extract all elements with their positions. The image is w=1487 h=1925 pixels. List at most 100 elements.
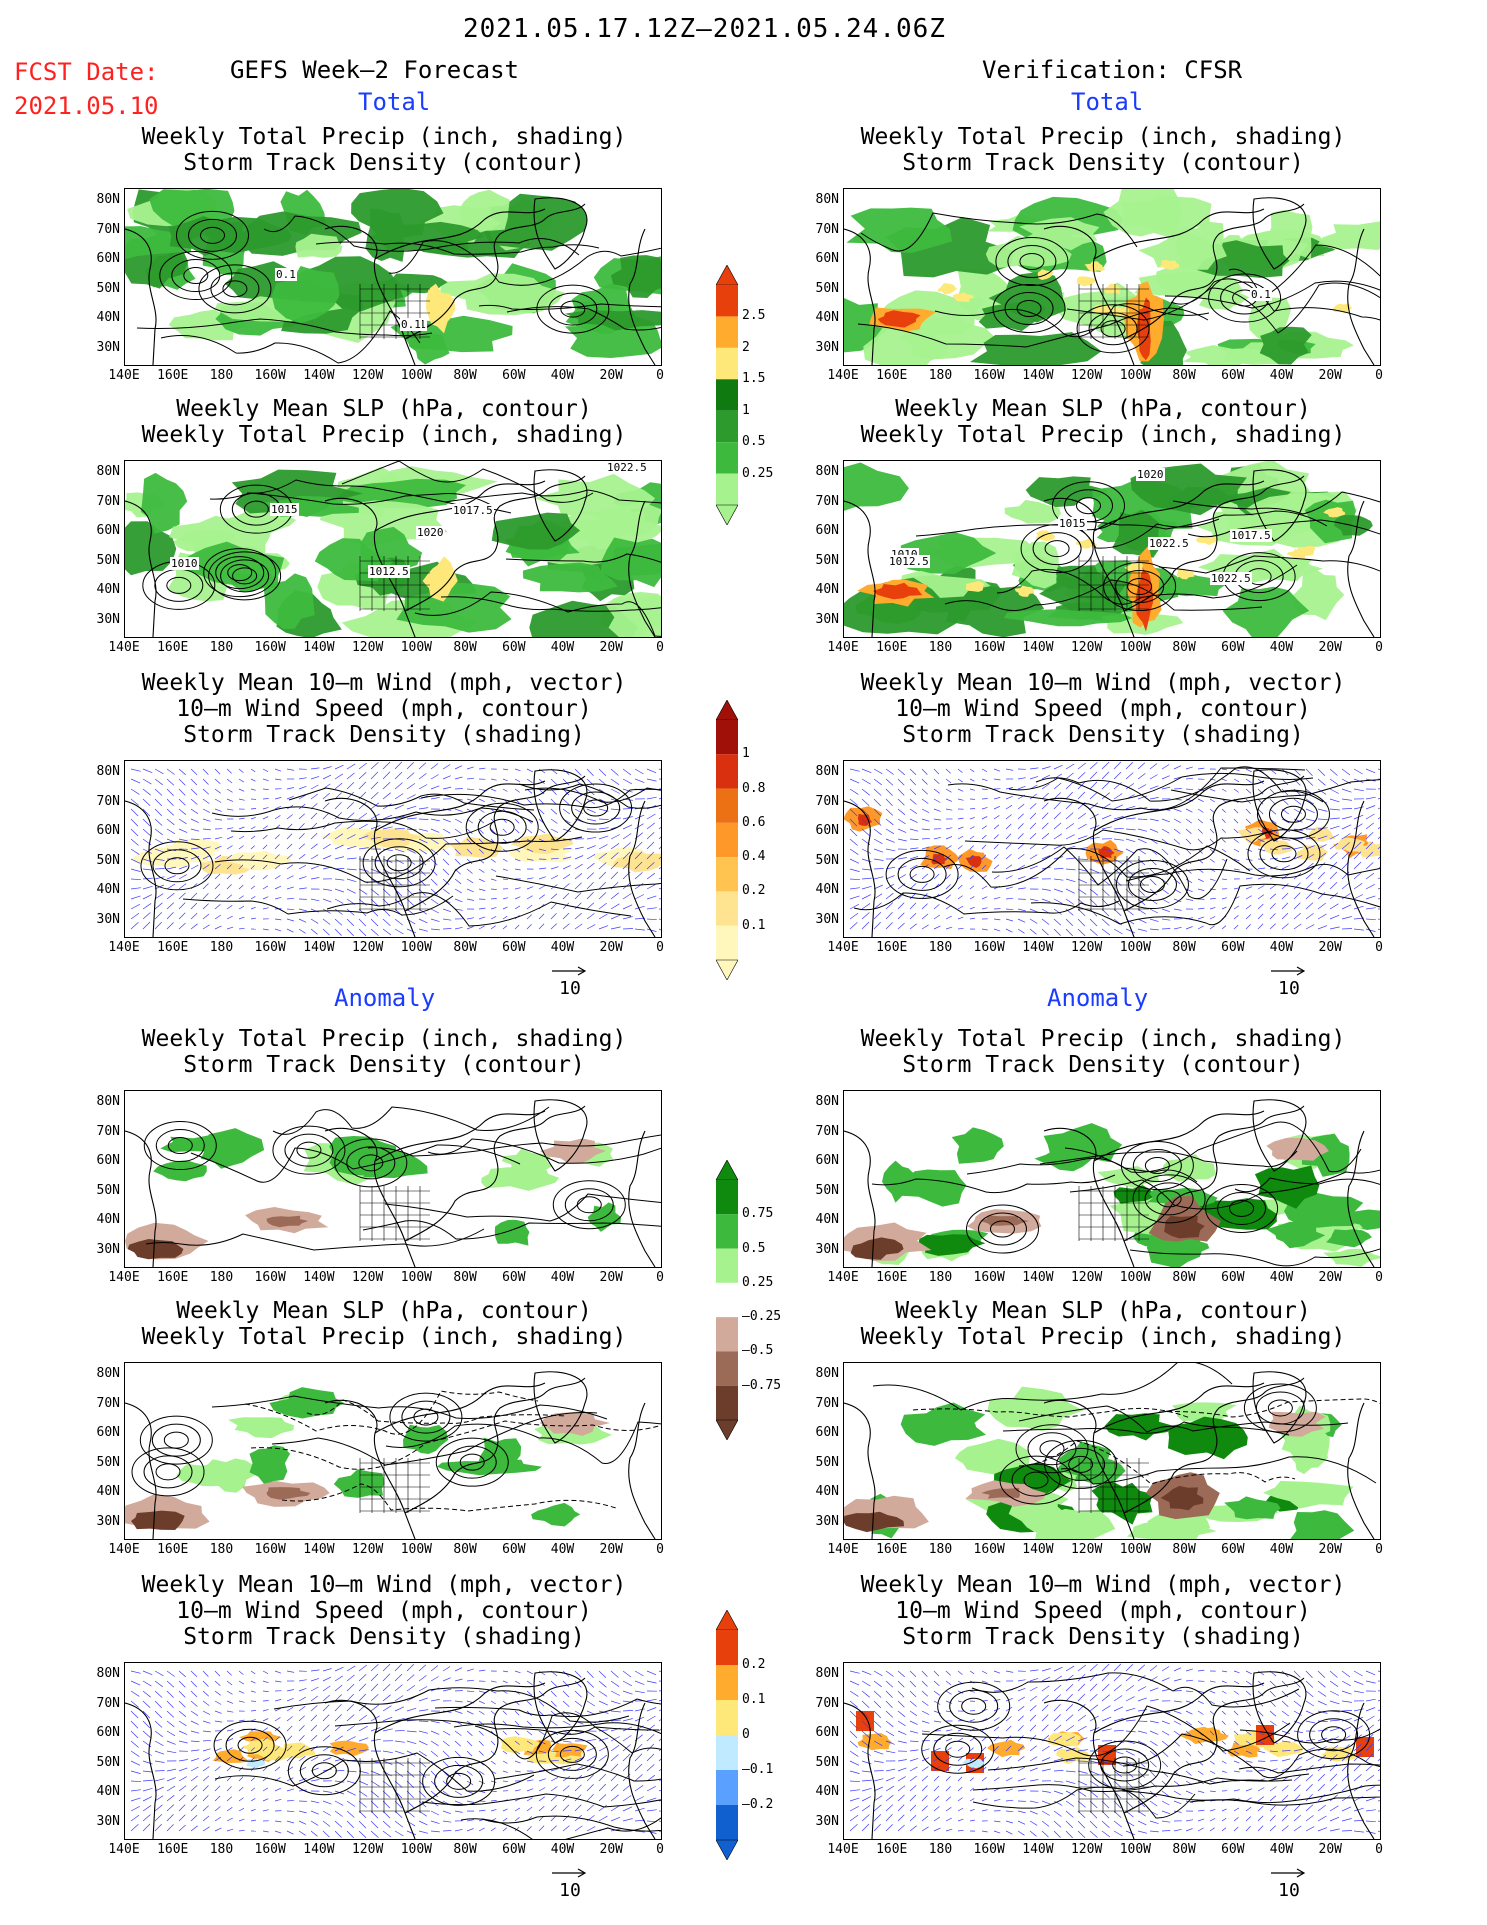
lat-tick-label: 50N bbox=[96, 552, 120, 568]
lon-tick-label: 160W bbox=[973, 940, 1005, 955]
lon-tick-label: 100W bbox=[400, 1842, 433, 1857]
lon-tick-label: 0 bbox=[656, 1542, 664, 1557]
lon-tick-label: 160W bbox=[973, 368, 1005, 383]
panel-1-verification-map bbox=[843, 188, 1381, 366]
lon-tick-label: 180 bbox=[928, 1542, 953, 1557]
colorbar-tick-label: 1 bbox=[742, 402, 750, 418]
lat-tick-label: 70N bbox=[96, 1123, 120, 1139]
lon-tick-label: 100W bbox=[1119, 940, 1152, 955]
lon-tick-label: 160E bbox=[876, 368, 908, 383]
colorbar-tick-label: 0.5 bbox=[742, 434, 766, 450]
panel-5-forecast-title-line: Weekly Mean SLP (hPa, contour) bbox=[176, 1298, 592, 1324]
colorbar-tick-label: 0.25 bbox=[742, 465, 774, 481]
lat-tick-label: 70N bbox=[96, 793, 120, 809]
colorbar-tick-label: 0.6 bbox=[742, 814, 766, 830]
lon-tick-label: 180 bbox=[209, 640, 234, 655]
lon-tick-label: 20W bbox=[599, 940, 623, 955]
lat-tick-label: 30N bbox=[815, 1241, 839, 1257]
colorbar-tick-label: 2.5 bbox=[742, 308, 766, 324]
panel-4-forecast-title-line: Storm Track Density (contour) bbox=[183, 1052, 585, 1078]
panel-3-forecast-title-line: 10–m Wind Speed (mph, contour) bbox=[176, 696, 592, 722]
contour-label: 1022.5 bbox=[1210, 572, 1252, 585]
lon-tick-label: 80W bbox=[1172, 368, 1196, 383]
lon-tick-label: 120W bbox=[351, 1542, 384, 1557]
lon-tick-label: 120W bbox=[351, 640, 384, 655]
lon-tick-label: 60W bbox=[502, 940, 526, 955]
lon-tick-label: 140W bbox=[1022, 940, 1054, 955]
lon-tick-label: 100W bbox=[1119, 640, 1152, 655]
lon-tick-label: 160E bbox=[157, 940, 189, 955]
lon-tick-label: 60W bbox=[1221, 1542, 1245, 1557]
lat-tick-label: 40N bbox=[96, 1484, 120, 1499]
lat-tick-label: 30N bbox=[96, 611, 120, 627]
panel-4-verification-title-line: Storm Track Density (contour) bbox=[902, 1052, 1304, 1078]
lat-tick-label: 50N bbox=[96, 1754, 120, 1770]
contour-label: 1022.5 bbox=[606, 461, 648, 474]
lon-tick-label: 100W bbox=[1119, 1542, 1152, 1557]
colorbar-tick-label: –0.1 bbox=[742, 1762, 774, 1777]
lon-tick-label: 20W bbox=[599, 1842, 623, 1857]
lon-tick-label: 60W bbox=[502, 640, 526, 655]
lon-tick-label: 0 bbox=[1375, 1842, 1383, 1857]
contour-label: 1020 bbox=[416, 526, 445, 539]
panel-4-verification-title-line: Weekly Total Precip (inch, shading) bbox=[860, 1026, 1346, 1052]
vector-reference-label: 10 bbox=[1278, 978, 1300, 999]
lon-tick-label: 0 bbox=[1375, 1542, 1383, 1557]
lon-tick-label: 120W bbox=[351, 1270, 384, 1285]
lon-tick-label: 100W bbox=[400, 368, 433, 383]
colorbar-tick-label: 0.5 bbox=[742, 1240, 766, 1256]
lat-tick-label: 50N bbox=[815, 852, 839, 868]
panel-4-verification-map bbox=[843, 1090, 1381, 1268]
lon-tick-label: 0 bbox=[656, 368, 664, 383]
lat-tick-label: 80N bbox=[96, 764, 120, 779]
lon-tick-label: 20W bbox=[599, 368, 623, 383]
lat-tick-label: 70N bbox=[96, 1695, 120, 1711]
lon-tick-label: 40W bbox=[550, 1542, 575, 1557]
lon-tick-label: 140W bbox=[303, 368, 335, 383]
contour-label: 0.1 bbox=[1250, 288, 1272, 301]
lat-tick-label: 30N bbox=[96, 911, 120, 927]
lat-tick-label: 50N bbox=[815, 1754, 839, 1770]
colorbar-tick-label: 0.4 bbox=[742, 849, 766, 865]
lat-tick-label: 60N bbox=[815, 523, 839, 538]
lat-tick-label: 30N bbox=[815, 339, 839, 355]
lon-tick-label: 160E bbox=[876, 1542, 908, 1557]
lon-tick-label: 140E bbox=[108, 368, 140, 383]
lat-tick-label: 70N bbox=[815, 221, 839, 237]
lon-tick-label: 80W bbox=[1172, 640, 1196, 655]
right-column-title: Verification: CFSR bbox=[982, 56, 1243, 84]
vector-reference-label: 10 bbox=[559, 1880, 581, 1901]
lon-tick-label: 100W bbox=[1119, 1270, 1152, 1285]
lon-tick-label: 160W bbox=[973, 1542, 1005, 1557]
panel-3-verification-map bbox=[843, 760, 1381, 938]
lon-tick-label: 120W bbox=[1070, 1842, 1103, 1857]
lat-tick-label: 60N bbox=[96, 251, 120, 266]
lon-tick-label: 180 bbox=[209, 1842, 234, 1857]
panel-3-verification-title-line: Weekly Mean 10–m Wind (mph, vector) bbox=[860, 670, 1346, 696]
lon-tick-label: 140E bbox=[108, 940, 140, 955]
lat-tick-label: 40N bbox=[815, 582, 839, 597]
fcst-date-label: FCST Date: bbox=[14, 58, 159, 86]
lon-tick-label: 40W bbox=[1269, 1542, 1294, 1557]
lat-tick-label: 80N bbox=[815, 192, 839, 207]
fcst-date-value: 2021.05.10 bbox=[14, 92, 159, 120]
lon-tick-label: 140W bbox=[303, 940, 335, 955]
lat-tick-label: 70N bbox=[815, 1695, 839, 1711]
lon-tick-label: 120W bbox=[351, 1842, 384, 1857]
lat-tick-label: 60N bbox=[815, 1153, 839, 1168]
contour-label: 1012.5 bbox=[888, 555, 930, 568]
precip-anom-colorbar bbox=[716, 1160, 738, 1440]
lon-tick-label: 40W bbox=[550, 640, 575, 655]
precip-total-colorbar bbox=[716, 265, 738, 525]
lon-tick-label: 20W bbox=[1318, 1542, 1342, 1557]
lon-tick-label: 180 bbox=[928, 640, 953, 655]
lat-tick-label: 70N bbox=[815, 1395, 839, 1411]
colorbar-tick-label: 0.1 bbox=[742, 917, 766, 933]
colorbar-tick-label: 0.2 bbox=[742, 1657, 766, 1672]
lon-tick-label: 140W bbox=[303, 1542, 335, 1557]
lon-tick-label: 20W bbox=[599, 1542, 623, 1557]
panel-5-forecast-title-line: Weekly Total Precip (inch, shading) bbox=[141, 1324, 627, 1350]
right-anomaly-label: Anomaly bbox=[1047, 984, 1149, 1012]
lat-tick-label: 40N bbox=[815, 1212, 839, 1227]
lon-tick-label: 60W bbox=[502, 1842, 526, 1857]
